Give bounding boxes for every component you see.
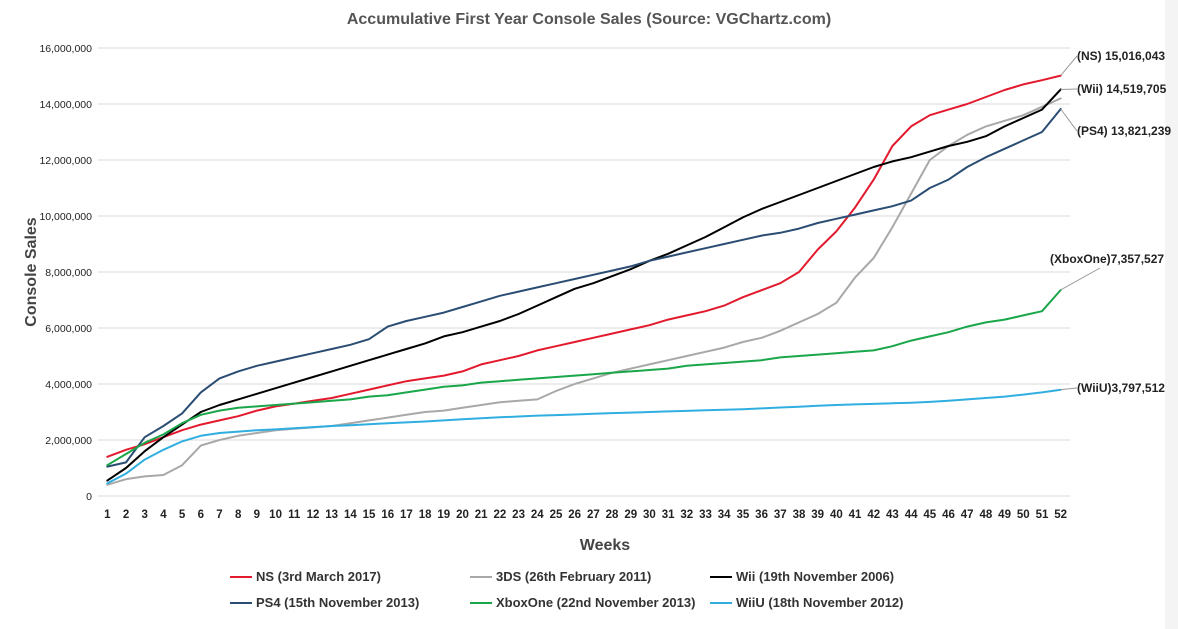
end-value-label: (XboxOne)7,357,527 bbox=[1050, 252, 1164, 266]
legend-entry: WiiU (18th November 2012) bbox=[736, 595, 904, 610]
x-tick-label: 31 bbox=[662, 509, 675, 521]
x-tick-label: 47 bbox=[961, 509, 974, 521]
x-tick-label: 52 bbox=[1054, 509, 1067, 521]
series-lines bbox=[106, 74, 1062, 486]
x-tick-label: 11 bbox=[288, 509, 301, 521]
x-tick-label: 28 bbox=[606, 509, 619, 521]
x-tick-label: 7 bbox=[216, 509, 222, 521]
end-value-label: (WiiU)3,797,512 bbox=[1077, 381, 1165, 395]
x-tick-label: 23 bbox=[512, 509, 525, 521]
y-tick-label: 12,000,000 bbox=[39, 155, 92, 167]
y-tick-label: 14,000,000 bbox=[39, 99, 92, 111]
x-tick-label: 17 bbox=[400, 509, 413, 521]
x-tick-label: 30 bbox=[643, 509, 656, 521]
x-tick-label: 26 bbox=[568, 509, 581, 521]
gridlines bbox=[98, 47, 1070, 497]
x-tick-label: 18 bbox=[419, 509, 432, 521]
y-tick-label: 2,000,000 bbox=[45, 435, 92, 447]
legend-entry: PS4 (15th November 2013) bbox=[256, 595, 419, 610]
annotation-leader bbox=[1060, 108, 1078, 132]
end-value-label: (Wii) 14,519,705 bbox=[1077, 82, 1167, 96]
x-tick-label: 32 bbox=[680, 509, 693, 521]
x-tick-label: 22 bbox=[493, 509, 506, 521]
x-tick-label: 41 bbox=[849, 509, 862, 521]
x-tick-label: 51 bbox=[1036, 509, 1049, 521]
x-tick-label: 4 bbox=[160, 509, 167, 521]
legend-entry: 3DS (26th February 2011) bbox=[496, 569, 651, 584]
x-tick-label: 44 bbox=[905, 509, 918, 521]
chart-title: Accumulative First Year Console Sales (S… bbox=[347, 11, 831, 28]
x-tick-label: 9 bbox=[254, 509, 260, 521]
legend-entry: XboxOne (22nd November 2013) bbox=[496, 595, 695, 610]
end-value-label: (NS) 15,016,043 bbox=[1077, 49, 1165, 63]
x-tick-label: 25 bbox=[550, 509, 563, 521]
x-tick-label: 36 bbox=[755, 509, 768, 521]
x-tick-label: 49 bbox=[998, 509, 1011, 521]
x-tick-label: 45 bbox=[923, 509, 936, 521]
y-tick-label: 10,000,000 bbox=[39, 211, 92, 223]
legend: NS (3rd March 2017) 3DS (26th February 20… bbox=[230, 569, 904, 610]
y-tick-label: 8,000,000 bbox=[45, 267, 92, 279]
y-tick-label: 4,000,000 bbox=[45, 379, 92, 391]
x-tick-label: 20 bbox=[456, 509, 469, 521]
annotation-leader bbox=[1060, 387, 1078, 391]
x-tick-label: 6 bbox=[198, 509, 204, 521]
legend-entry: Wii (19th November 2006) bbox=[736, 569, 894, 584]
right-scroll-strip bbox=[1165, 0, 1178, 629]
series-line-2 bbox=[106, 88, 1062, 482]
annotation-leader bbox=[1060, 267, 1101, 291]
series-line-0 bbox=[106, 74, 1062, 458]
x-tick-label: 33 bbox=[699, 509, 712, 521]
x-tick-label: 40 bbox=[830, 509, 843, 521]
end-value-annotations: (NS) 15,016,043 (Wii) 14,519,705 (PS4) 13,… bbox=[1050, 49, 1171, 395]
end-value-label: (PS4) 13,821,239 bbox=[1077, 124, 1171, 138]
x-tick-label: 15 bbox=[363, 509, 376, 521]
y-axis-ticks: 0 2,000,000 4,000,000 6,000,000 8,000,000 10,… bbox=[39, 43, 92, 503]
x-axis-label: Weeks bbox=[580, 537, 631, 554]
x-tick-label: 46 bbox=[942, 509, 955, 521]
x-tick-label: 1 bbox=[104, 509, 111, 521]
x-tick-label: 24 bbox=[531, 509, 544, 521]
x-tick-label: 3 bbox=[142, 509, 148, 521]
x-tick-label: 10 bbox=[269, 509, 282, 521]
x-tick-label: 2 bbox=[123, 509, 129, 521]
x-tick-label: 16 bbox=[381, 509, 394, 521]
y-tick-label: 16,000,000 bbox=[39, 43, 92, 55]
x-tick-label: 48 bbox=[979, 509, 992, 521]
y-axis-label: Console Sales bbox=[23, 217, 40, 326]
x-tick-label: 19 bbox=[437, 509, 450, 521]
x-tick-label: 27 bbox=[587, 509, 600, 521]
x-tick-label: 34 bbox=[718, 509, 731, 521]
x-tick-label: 13 bbox=[325, 509, 338, 521]
x-tick-label: 42 bbox=[867, 509, 880, 521]
y-tick-label: 6,000,000 bbox=[45, 323, 92, 335]
series-line-4 bbox=[106, 289, 1062, 467]
x-tick-label: 8 bbox=[235, 509, 242, 521]
legend-entry: NS (3rd March 2017) bbox=[256, 569, 381, 584]
series-line-3 bbox=[106, 108, 1062, 468]
x-tick-label: 14 bbox=[344, 509, 357, 521]
x-tick-label: 21 bbox=[475, 509, 488, 521]
x-tick-label: 35 bbox=[736, 509, 749, 521]
x-axis-ticks: 1 2 3 4 5 6 7 8 9 10 11 12 13 14 15 16 17 18 19 20 21 22 23 24 2… bbox=[104, 509, 1067, 521]
x-tick-label: 12 bbox=[307, 509, 320, 521]
x-tick-label: 50 bbox=[1017, 509, 1030, 521]
x-tick-label: 5 bbox=[179, 509, 186, 521]
x-tick-label: 38 bbox=[793, 509, 806, 521]
annotation-leader bbox=[1060, 55, 1078, 76]
x-tick-label: 43 bbox=[886, 509, 899, 521]
series-line-5 bbox=[106, 388, 1062, 485]
x-tick-label: 37 bbox=[774, 509, 787, 521]
series-line-1 bbox=[106, 97, 1062, 486]
x-tick-label: 39 bbox=[811, 509, 824, 521]
y-tick-label: 0 bbox=[86, 491, 92, 503]
x-tick-label: 29 bbox=[624, 509, 637, 521]
